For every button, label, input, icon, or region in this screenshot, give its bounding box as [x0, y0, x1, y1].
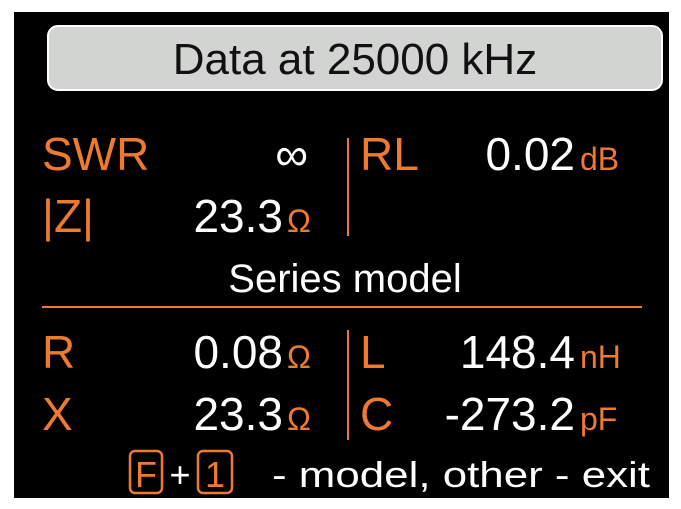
value: -273.2 — [445, 388, 575, 440]
value: 0.08 — [193, 326, 283, 378]
unit: pF — [580, 401, 617, 437]
label: R — [42, 326, 75, 378]
value: 0.02 — [485, 128, 575, 180]
title-box — [47, 25, 663, 91]
unit: Ω — [287, 339, 311, 375]
unit: nH — [580, 339, 621, 375]
plus: + — [169, 454, 190, 495]
label: RL — [360, 128, 419, 180]
label: L — [360, 326, 386, 378]
key: 1 — [205, 454, 225, 495]
unit: dB — [580, 141, 619, 177]
value: 23.3 — [193, 190, 283, 242]
key: F — [135, 454, 157, 495]
label: C — [360, 388, 393, 440]
label: |Z| — [42, 190, 94, 242]
value: 23.3 — [193, 388, 283, 440]
unit: Ω — [287, 401, 311, 437]
value: 148.4 — [460, 326, 575, 378]
model-label: Series model — [228, 257, 461, 301]
label: SWR — [42, 128, 149, 180]
key-box — [128, 449, 164, 495]
footer-text: - model, other - exit — [272, 454, 650, 495]
screen — [14, 12, 669, 498]
value: ∞ — [275, 128, 308, 180]
title: Data at 25000 kHz — [173, 35, 537, 84]
unit: Ω — [287, 203, 311, 239]
key-box — [196, 449, 234, 495]
label: X — [42, 388, 73, 440]
